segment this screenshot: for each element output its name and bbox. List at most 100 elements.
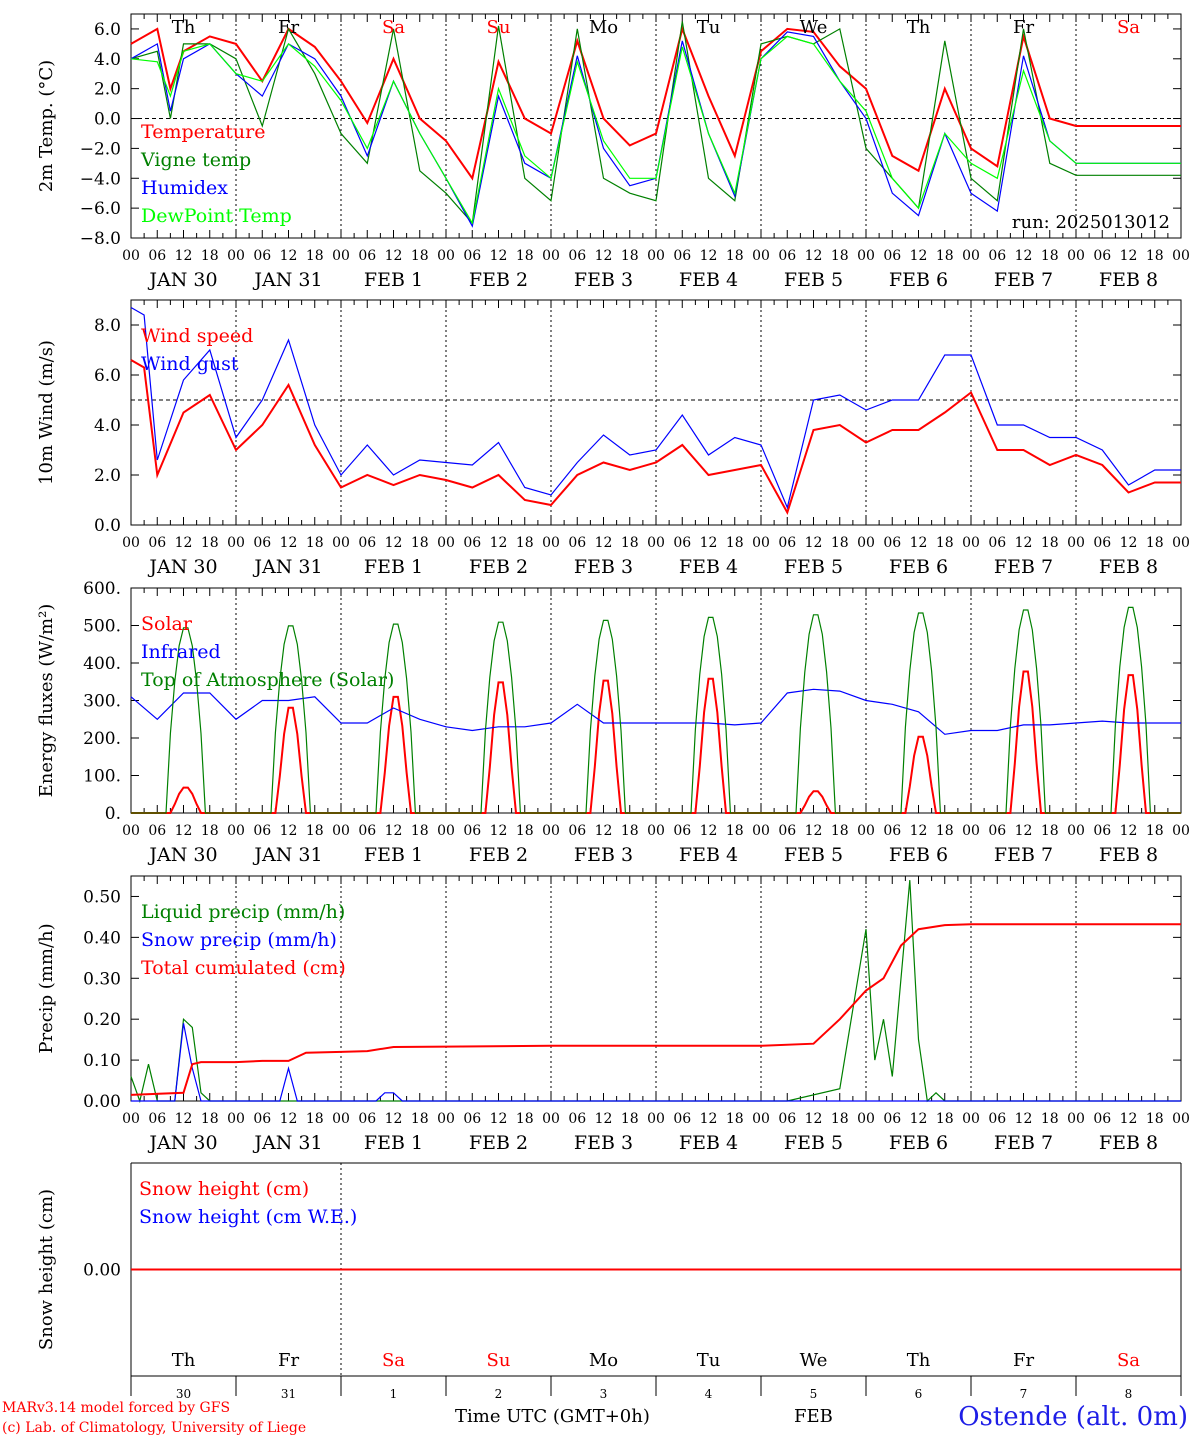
hour-tick-label: 18 <box>831 1111 849 1127</box>
day-number: 31 <box>281 1387 296 1401</box>
hour-tick-label: 00 <box>962 823 980 839</box>
hour-tick-label: 00 <box>752 1111 770 1127</box>
hour-tick-label: 00 <box>647 535 665 551</box>
series-line <box>130 21 1181 225</box>
hour-tick-label: 12 <box>805 248 823 264</box>
hour-tick-label: 12 <box>595 1111 613 1127</box>
day-number: 2 <box>495 1387 503 1401</box>
y-tick-label: 0.00 <box>83 1092 121 1112</box>
hour-tick-label: 12 <box>280 248 298 264</box>
hour-tick-label: 06 <box>883 535 901 551</box>
hour-tick-label: 00 <box>227 1111 245 1127</box>
y-tick-label: 0.50 <box>83 887 121 907</box>
date-label: FEB 6 <box>889 844 948 866</box>
y-tick-label: 300. <box>83 692 121 712</box>
hour-tick-label: 18 <box>726 823 744 839</box>
date-label: FEB 4 <box>679 269 738 291</box>
day-number: 5 <box>810 1387 818 1401</box>
hour-tick-label: 00 <box>647 1111 665 1127</box>
hour-tick-label: 12 <box>175 248 193 264</box>
hour-tick-label: 18 <box>1146 823 1164 839</box>
credit-line-1: MARv3.14 model forced by GFS <box>2 1400 231 1416</box>
date-label: JAN 30 <box>147 556 217 578</box>
hour-tick-label: 18 <box>936 535 954 551</box>
day-name: Fr <box>1013 1350 1034 1371</box>
hour-tick-label: 06 <box>568 248 586 264</box>
hour-tick-label: 12 <box>595 248 613 264</box>
y-tick-label: 0.30 <box>83 969 121 989</box>
date-label: JAN 31 <box>252 1132 322 1154</box>
y-tick-label: 0.0 <box>94 516 121 536</box>
hour-tick-label: 00 <box>122 823 140 839</box>
hour-tick-label: 06 <box>568 535 586 551</box>
run-annotation: run: 2025013012 <box>1012 212 1170 233</box>
hour-tick-label: 00 <box>437 248 455 264</box>
hour-tick-label: 18 <box>411 248 429 264</box>
y-axis-label: Precip (mm/h) <box>36 923 57 1053</box>
hour-tick-label: 00 <box>542 535 560 551</box>
hour-tick-label: 00 <box>1172 535 1190 551</box>
hour-tick-label: 00 <box>962 535 980 551</box>
date-label: FEB 2 <box>469 844 528 866</box>
hour-tick-label: 18 <box>831 535 849 551</box>
date-label: FEB 3 <box>574 1132 633 1154</box>
date-label: FEB 1 <box>364 269 423 291</box>
y-axis-label: Energy fluxes (W/m²) <box>36 604 57 798</box>
y-tick-label: −2.0 <box>80 139 121 159</box>
y-tick-label: −4.0 <box>80 169 121 189</box>
hour-tick-label: 06 <box>778 535 796 551</box>
series-line <box>131 1023 1181 1102</box>
hour-tick-label: 18 <box>306 823 324 839</box>
hour-tick-label: 00 <box>752 823 770 839</box>
legend-entry: Humidex <box>141 177 228 199</box>
hour-tick-label: 00 <box>857 535 875 551</box>
day-name: Fr <box>1013 17 1034 38</box>
hour-tick-label: 06 <box>988 535 1006 551</box>
y-tick-label: −6.0 <box>80 199 121 219</box>
hour-tick-label: 00 <box>122 1111 140 1127</box>
date-label: FEB 4 <box>679 844 738 866</box>
panel-1: 6.0 4.0 2.0 0.0 −2.0 −4.0 −6.0 −8.0 2m Temp. (°C… <box>36 13 1190 291</box>
hour-tick-label: 06 <box>148 535 166 551</box>
date-label: JAN 30 <box>147 269 217 291</box>
time-axis-label: Time UTC (GMT+0h) <box>455 1406 650 1427</box>
hour-tick-label: 18 <box>726 1111 744 1127</box>
hour-tick-label: 06 <box>673 248 691 264</box>
date-label: FEB 5 <box>784 1132 843 1154</box>
hour-tick-label: 18 <box>411 823 429 839</box>
hour-tick-label: 12 <box>1120 1111 1138 1127</box>
day-name: We <box>800 17 828 38</box>
hour-tick-label: 06 <box>673 1111 691 1127</box>
hour-tick-label: 00 <box>857 823 875 839</box>
hour-tick-label: 18 <box>201 248 219 264</box>
hour-tick-label: 06 <box>358 535 376 551</box>
hour-tick-label: 12 <box>385 535 403 551</box>
hour-tick-label: 06 <box>358 248 376 264</box>
hour-tick-label: 06 <box>778 1111 796 1127</box>
date-label: JAN 31 <box>252 269 322 291</box>
hour-tick-label: 06 <box>148 823 166 839</box>
y-tick-label: 4.0 <box>94 416 121 436</box>
hour-tick-label: 12 <box>175 535 193 551</box>
hour-tick-label: 12 <box>490 1111 508 1127</box>
day-number: 1 <box>390 1387 398 1401</box>
hour-tick-label: 06 <box>883 1111 901 1127</box>
hour-tick-label: 18 <box>411 1111 429 1127</box>
hour-tick-label: 12 <box>280 1111 298 1127</box>
legend-entry: Snow precip (mm/h) <box>141 929 337 951</box>
y-tick-label: 200. <box>83 729 121 749</box>
hour-tick-label: 12 <box>700 823 718 839</box>
hour-tick-label: 12 <box>805 823 823 839</box>
y-tick-label: 2.0 <box>94 80 121 100</box>
date-label: FEB 2 <box>469 1132 528 1154</box>
legend-entry: DewPoint Temp <box>141 205 292 227</box>
y-tick-label: 0.10 <box>83 1051 121 1071</box>
hour-tick-label: 12 <box>490 535 508 551</box>
y-tick-label: 0.00 <box>83 1261 121 1281</box>
hour-tick-label: 18 <box>201 535 219 551</box>
day-name: Mo <box>589 17 618 38</box>
hour-tick-label: 18 <box>306 535 324 551</box>
hour-tick-label: 06 <box>673 535 691 551</box>
day-name: Tu <box>697 17 721 38</box>
hour-tick-label: 18 <box>726 535 744 551</box>
